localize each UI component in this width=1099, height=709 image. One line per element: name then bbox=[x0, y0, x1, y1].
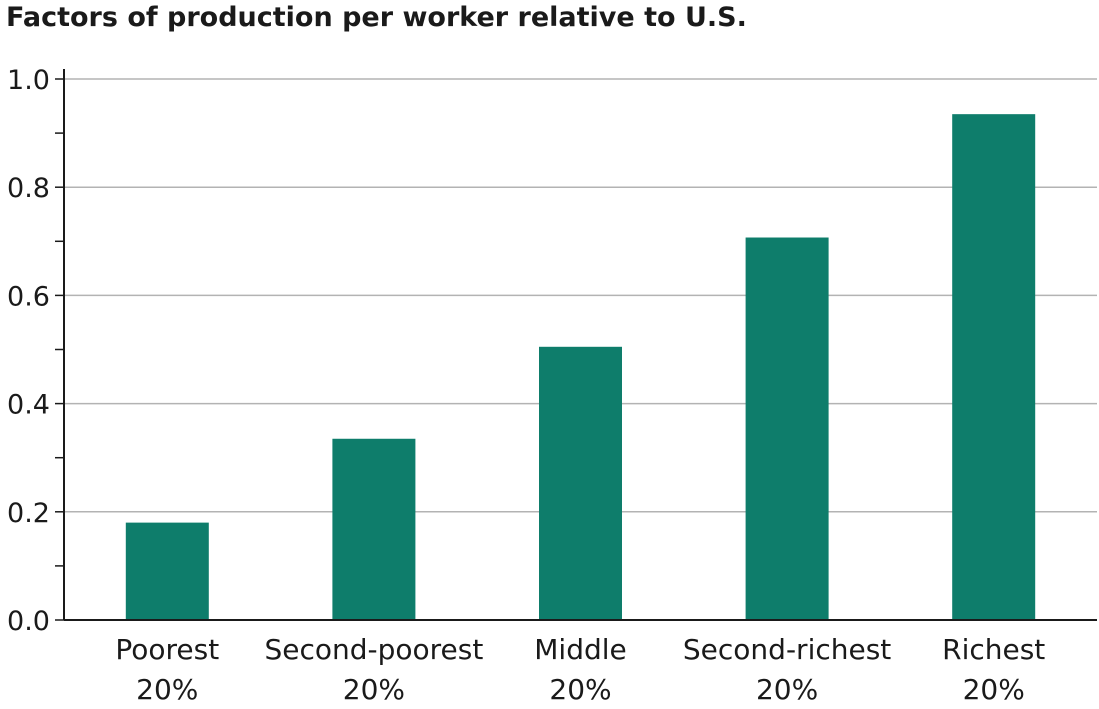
x-category-label-0-0: Poorest bbox=[115, 633, 219, 666]
y-tick-label-3: 0.6 bbox=[7, 281, 50, 312]
bar-4 bbox=[952, 114, 1036, 620]
x-category-label-1-1: 20% bbox=[343, 673, 405, 706]
labels: 0.0 0.2 0.4 0.6 0.8 1.0 Poorest 20% Second-poore… bbox=[7, 65, 1045, 706]
bar-1 bbox=[332, 438, 416, 620]
y-tick-label-2: 0.4 bbox=[7, 390, 50, 421]
x-category-label-4-0: Richest bbox=[942, 633, 1045, 666]
y-tick-label-5: 1.0 bbox=[7, 65, 50, 96]
bar-0 bbox=[125, 522, 209, 620]
y-tick-label-4: 0.8 bbox=[7, 173, 50, 204]
bar-2 bbox=[539, 346, 622, 620]
y-tick-label-0: 0.0 bbox=[7, 606, 50, 637]
chart-title: Factors of production per worker relativ… bbox=[6, 2, 747, 33]
x-category-label-4-1: 20% bbox=[963, 673, 1025, 706]
x-category-label-2-1: 20% bbox=[549, 673, 611, 706]
x-category-label-1-0: Second-poorest bbox=[264, 633, 483, 666]
x-category-label-3-1: 20% bbox=[756, 673, 818, 706]
x-category-label-0-1: 20% bbox=[136, 673, 198, 706]
y-tick-label-1: 0.2 bbox=[7, 498, 50, 529]
x-category-label-3-0: Second-richest bbox=[683, 633, 891, 666]
bar-3 bbox=[745, 237, 829, 620]
axes bbox=[55, 69, 1097, 621]
x-category-label-2-0: Middle bbox=[534, 633, 627, 666]
bars bbox=[125, 114, 1036, 620]
